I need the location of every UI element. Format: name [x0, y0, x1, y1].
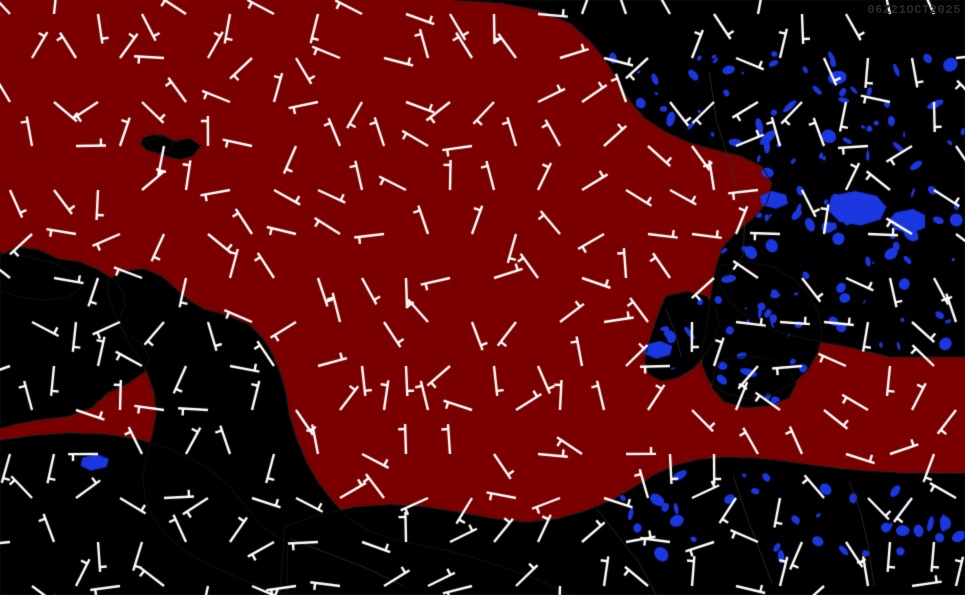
- timestamp-label: 06Z21OCT2025: [867, 3, 961, 17]
